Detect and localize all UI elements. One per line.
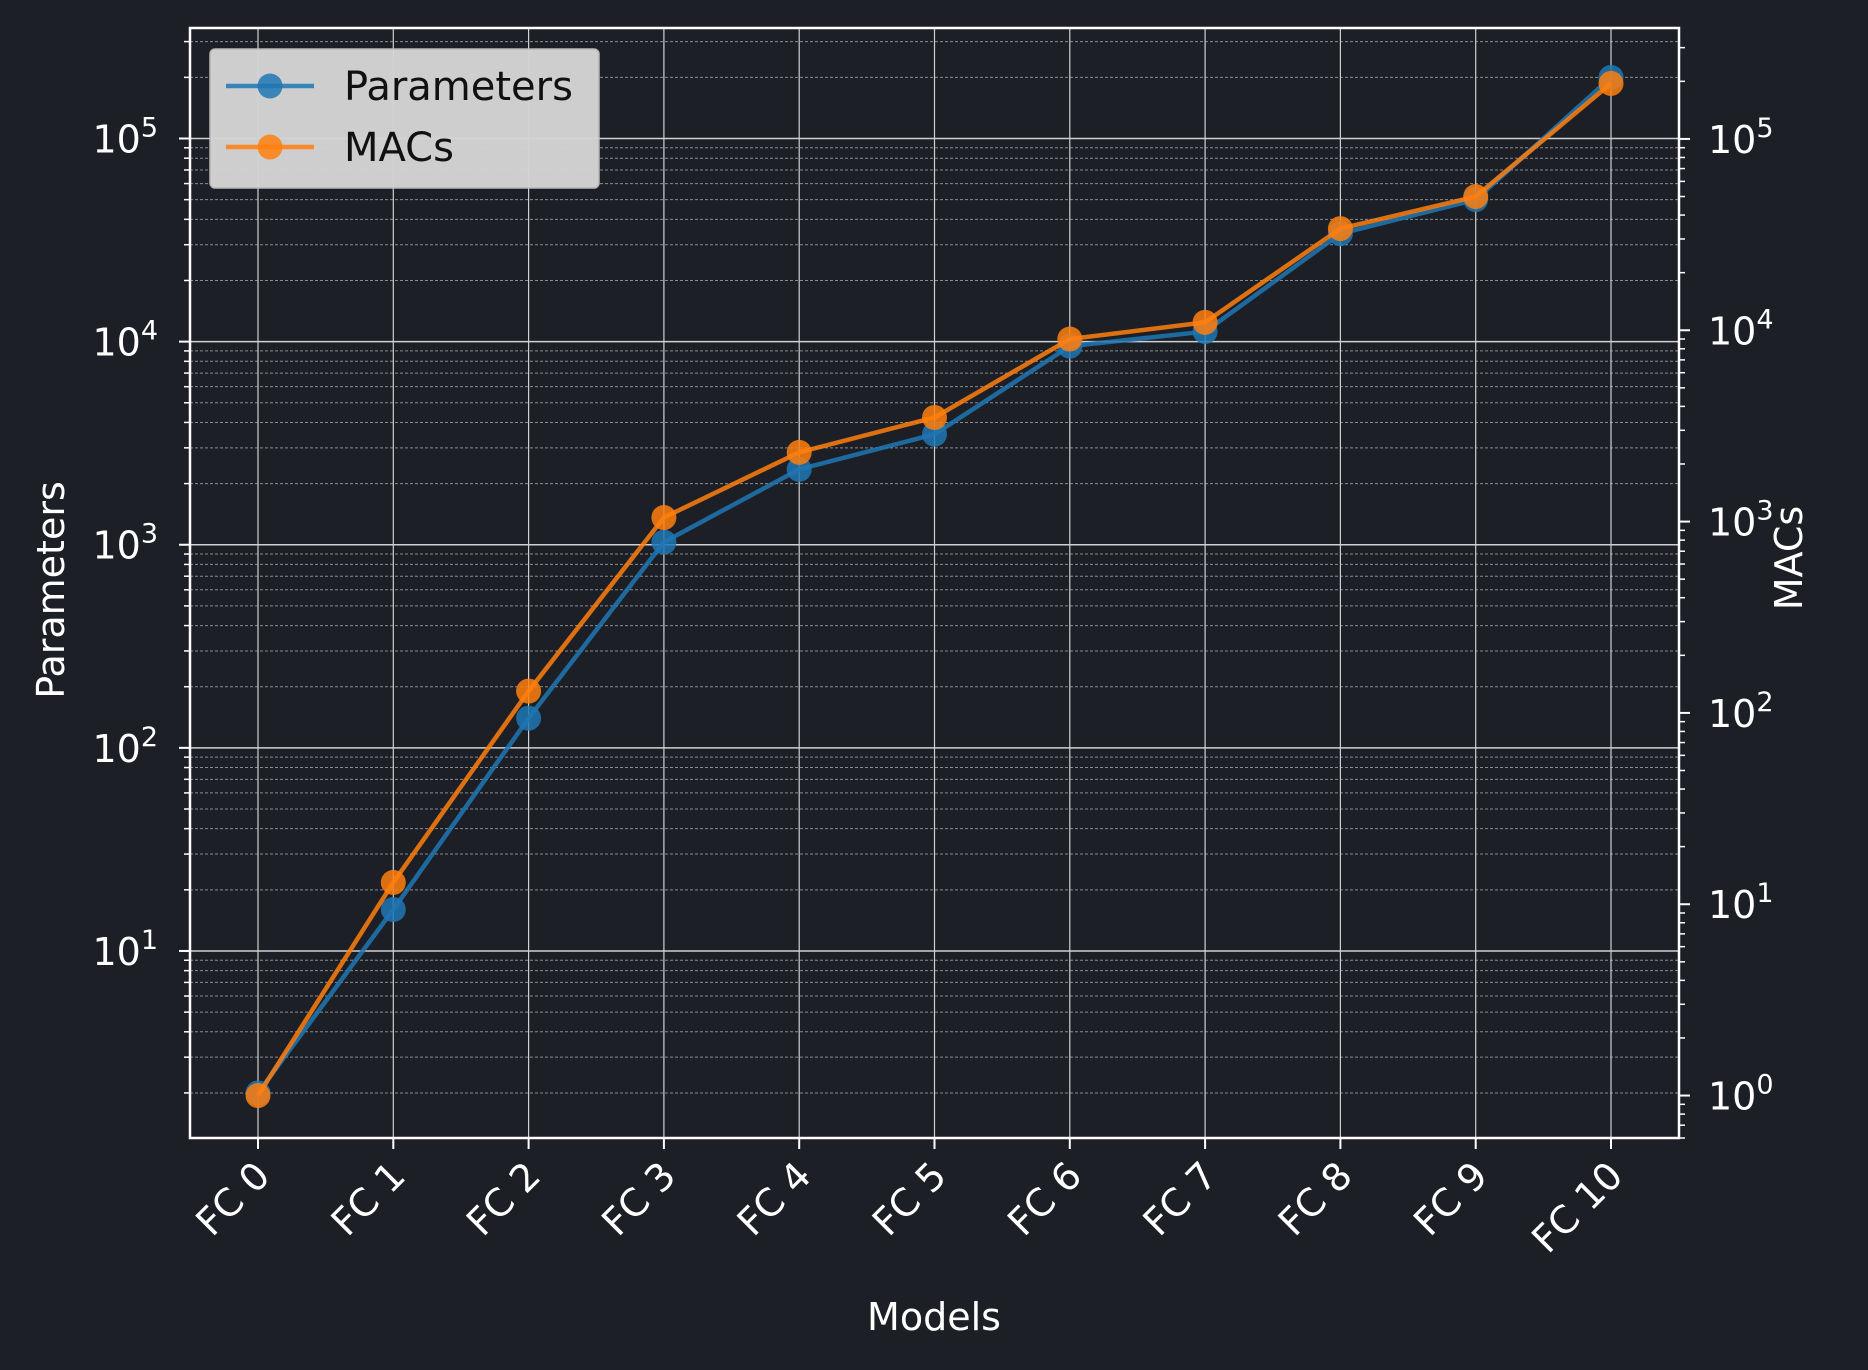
x-tick-label: FC 10: [1523, 1153, 1631, 1261]
legend-item-macs: MACs: [226, 125, 454, 171]
grid: [190, 28, 1679, 1138]
data-point: [1598, 70, 1624, 96]
data-point: [922, 404, 947, 430]
right-tick-label: 104: [1708, 304, 1774, 353]
legend-label: Parameters: [344, 64, 573, 110]
x-tick-label: FC 3: [593, 1153, 684, 1244]
data-point: [1327, 216, 1353, 242]
legend-label: MACs: [344, 125, 454, 171]
data-point: [651, 505, 677, 531]
data-point: [1463, 184, 1489, 210]
data-point: [516, 678, 542, 704]
right-tick-label: 105: [1708, 113, 1774, 162]
right-y-axis-title: MACs: [1767, 506, 1811, 610]
left-y-axis-title: Parameters: [29, 481, 73, 699]
data-point: [245, 1083, 271, 1109]
data-point: [1057, 326, 1083, 352]
axis-ticks: 101 102 103 104 105 100 101 102 103 104 105 FC 0 FC …: [92, 40, 1774, 1261]
data-point: [786, 439, 812, 465]
left-tick-label: 101: [92, 925, 158, 974]
left-tick-label: 105: [92, 113, 158, 162]
data-point: [651, 529, 677, 555]
series-layer: [245, 64, 1624, 1109]
x-axis-title: Models: [867, 1295, 1001, 1339]
legend-marker: [257, 73, 283, 99]
x-tick-label: FC 5: [864, 1153, 955, 1244]
left-tick-label: 102: [92, 722, 158, 771]
x-tick-label: FC 8: [1270, 1153, 1361, 1244]
legend-marker: [257, 134, 283, 160]
right-tick-label: 103: [1708, 496, 1774, 545]
right-tick-label: 100: [1708, 1070, 1774, 1119]
x-tick-label: FC 1: [323, 1153, 414, 1244]
x-tick-label: FC 6: [999, 1153, 1090, 1244]
right-tick-label: 102: [1708, 687, 1774, 736]
x-tick-label: FC 7: [1134, 1153, 1225, 1244]
x-tick-label: FC 4: [729, 1153, 820, 1244]
x-tick-label: FC 9: [1405, 1153, 1496, 1244]
legend-item-parameters: Parameters: [226, 64, 573, 110]
data-point: [1192, 309, 1218, 335]
left-tick-label: 104: [92, 316, 158, 365]
right-tick-label: 101: [1708, 878, 1774, 927]
x-tick-label: FC 2: [458, 1153, 549, 1244]
left-tick-label: 103: [92, 519, 158, 568]
data-point: [380, 869, 406, 895]
data-point: [516, 705, 542, 731]
series-macs: [245, 70, 1624, 1109]
data-point: [380, 897, 406, 923]
x-tick-label: FC 0: [187, 1153, 278, 1244]
legend: Parameters MACs: [209, 48, 600, 189]
